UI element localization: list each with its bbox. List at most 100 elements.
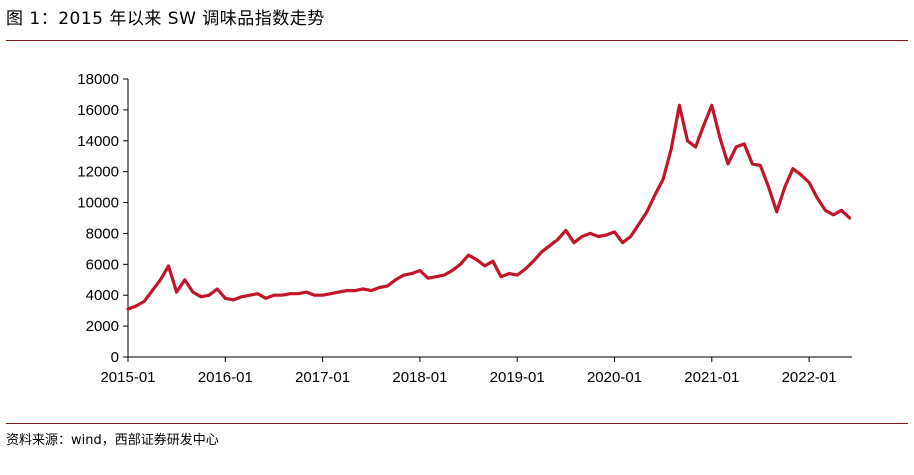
data-point (248, 294, 251, 297)
data-point (459, 263, 462, 266)
data-point (199, 295, 203, 298)
data-point (572, 241, 576, 244)
data-point (702, 124, 705, 127)
data-point (621, 241, 624, 244)
data-point (718, 136, 722, 139)
data-point (126, 307, 130, 311)
data-point (305, 290, 308, 294)
data-point (240, 295, 243, 298)
data-point (297, 292, 300, 295)
x-tick-label: 2017-01 (295, 369, 350, 386)
data-point (791, 167, 795, 170)
y-tick-label: 12000 (77, 164, 119, 181)
data-point (775, 210, 778, 213)
source-note: 资料来源：wind，西部证券研发中心 (6, 433, 219, 448)
data-point (532, 260, 535, 263)
y-tick-label: 16000 (77, 102, 119, 119)
data-point (451, 269, 454, 272)
data-point (783, 185, 786, 189)
y-tick-label: 10000 (77, 195, 119, 212)
data-point (751, 162, 754, 166)
data-point (653, 193, 657, 196)
data-point (175, 290, 178, 294)
source-divider (6, 423, 908, 424)
data-point (345, 289, 349, 292)
data-point (475, 258, 478, 261)
data-point (183, 278, 186, 281)
title-divider (6, 40, 908, 41)
data-point (694, 145, 697, 149)
y-tick-label: 6000 (86, 256, 119, 273)
data-point (613, 230, 616, 234)
data-point (329, 292, 332, 295)
y-tick-label: 0 (111, 349, 119, 366)
data-point (264, 297, 267, 300)
line-chart: 0 2000 4000 6000 8000 10000 12000 14000 16000 180… (77, 71, 852, 386)
data-point (516, 273, 519, 277)
data-point (361, 287, 365, 291)
data-point (564, 229, 567, 232)
x-tick-label: 2018-01 (392, 369, 447, 386)
data-point (799, 173, 803, 176)
data-point (759, 164, 762, 167)
plot-area (126, 103, 852, 311)
data-point (661, 178, 665, 181)
figure-title: 图 1：2015 年以来 SW 调味品指数走势 (6, 9, 325, 29)
data-point (378, 286, 381, 289)
data-point (159, 278, 162, 281)
data-point (670, 147, 673, 150)
data-point (216, 287, 219, 291)
index-line (126, 103, 852, 311)
data-point (597, 235, 600, 238)
data-point (256, 292, 259, 295)
data-point (426, 277, 430, 280)
data-point (370, 289, 373, 292)
data-point (743, 142, 746, 146)
data-point (734, 145, 738, 149)
data-point (832, 213, 835, 217)
x-tick-label: 2021-01 (684, 369, 739, 386)
x-axis: 2015-01 2016-01 2017-01 2018-01 2019-01 2020-… (100, 356, 852, 386)
data-point (848, 216, 851, 220)
data-point (840, 209, 843, 212)
data-point (645, 210, 649, 213)
data-point (191, 290, 195, 294)
data-point (637, 223, 640, 226)
data-point (816, 196, 819, 200)
data-point (280, 294, 284, 297)
data-point (224, 297, 227, 300)
data-point (589, 232, 592, 235)
data-point (483, 264, 486, 268)
data-point (143, 300, 146, 303)
data-point (540, 250, 543, 254)
data-point (629, 235, 632, 238)
x-tick-label: 2015-01 (100, 369, 155, 386)
data-point (605, 233, 608, 237)
data-point (548, 244, 551, 247)
data-point (443, 273, 446, 277)
data-point (151, 289, 154, 292)
data-point (386, 284, 389, 288)
data-point (824, 209, 827, 212)
data-point (524, 267, 527, 271)
data-point (807, 181, 811, 184)
data-point (499, 275, 503, 278)
data-point (767, 185, 770, 189)
data-point (418, 269, 422, 272)
data-point (710, 104, 713, 107)
data-point (686, 139, 689, 142)
data-point (726, 162, 730, 166)
data-point (207, 294, 211, 297)
data-point (321, 294, 324, 297)
data-point (678, 104, 681, 107)
data-point (467, 253, 470, 257)
data-point (434, 275, 438, 278)
data-point (507, 272, 511, 275)
data-point (491, 260, 495, 263)
data-point (289, 292, 292, 295)
data-point (353, 289, 357, 292)
data-point (394, 278, 397, 281)
x-tick-label: 2022-01 (782, 369, 837, 386)
data-point (410, 272, 413, 275)
data-point (402, 273, 405, 277)
